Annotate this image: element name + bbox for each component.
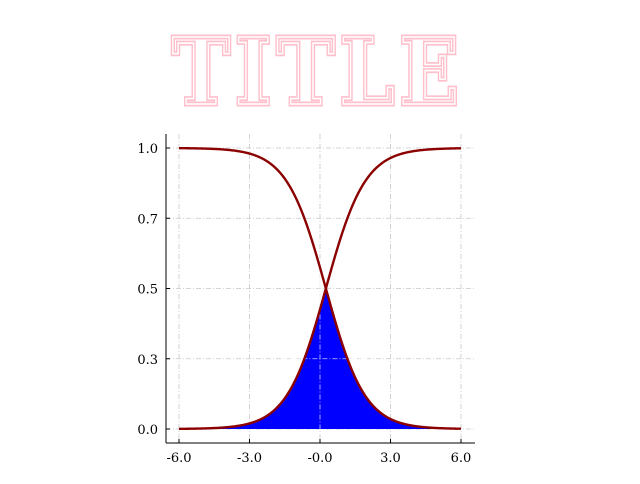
y-tick-label: 0.0 — [137, 423, 158, 438]
series-line-1 — [178, 146, 462, 430]
chart-title-inner-stroke: TITLE — [172, 18, 464, 126]
y-tick-label: 0.7 — [137, 212, 158, 227]
fill-layer — [179, 274, 461, 429]
x-tick-label: -6.0 — [166, 451, 191, 466]
chart-title: TITLE — [172, 18, 464, 126]
series-line-2 — [178, 147, 462, 431]
curve-layer — [178, 146, 462, 431]
x-tick-label: 6.0 — [451, 451, 472, 466]
y-tick-label: 0.3 — [137, 353, 158, 368]
axis-layer: -6.0 -3.0 -0.0 3.0 6.0 0.0 0.3 0.5 0.7 1.0 — [137, 134, 475, 466]
y-tick-label: 1.0 — [137, 142, 158, 157]
x-tick-label: -0.0 — [307, 451, 332, 466]
x-tick-label: -3.0 — [237, 451, 262, 466]
y-tick-label: 0.5 — [137, 283, 158, 298]
x-tick-label: 3.0 — [380, 451, 401, 466]
